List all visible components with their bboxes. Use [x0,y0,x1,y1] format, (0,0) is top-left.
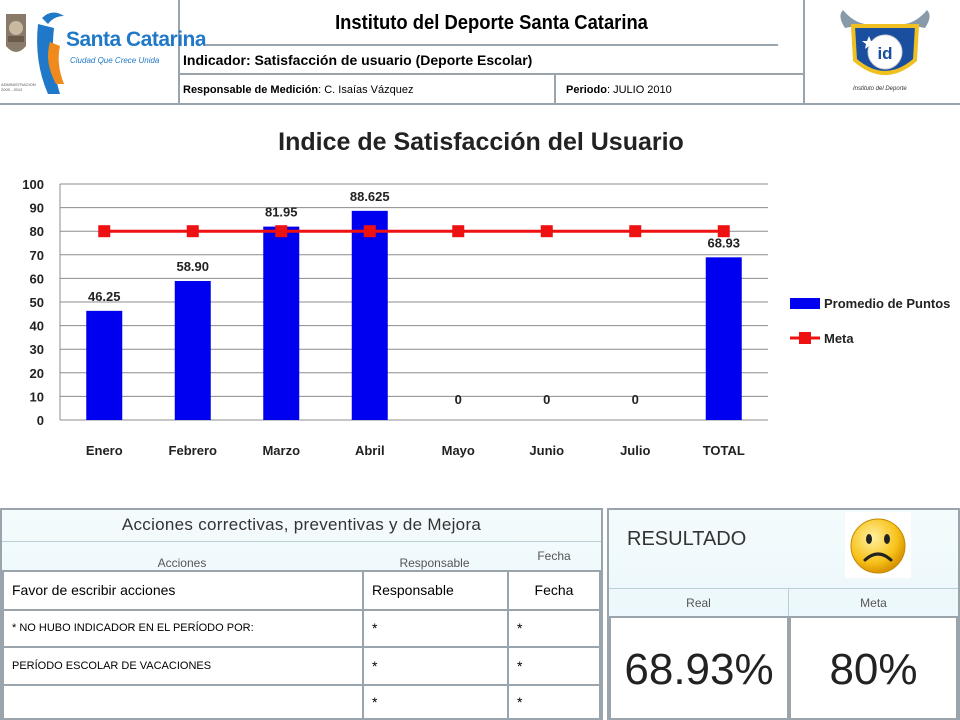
period-value: JULIO 2010 [613,84,672,96]
x-tick-label: Junio [529,443,564,458]
y-tick-label: 70 [30,248,44,263]
x-tick-label: TOTAL [703,443,745,458]
bar [705,257,742,420]
date-cell[interactable]: * [507,684,601,720]
date-cell[interactable]: * [507,646,601,686]
instituto-deporte-logo: id Instituto del Deporte [803,0,960,103]
corrective-actions-panel: Acciones correctivas, preventivas y de M… [0,508,603,720]
legend-label-bar: Promedio de Puntos [824,296,950,311]
bar-data-labels: 46.25 58.90 81.95 88.625 0 0 0 68.93 [88,189,740,407]
responsible-name: C. Isaías Vázquez [324,84,414,96]
report-header: Santa Catarina Ciudad Que Crece Unida AD… [0,0,960,105]
y-tick-label: 100 [22,177,44,192]
result-title: RESULTADO [627,528,747,550]
svg-text:id: id [877,44,892,63]
bar [351,210,388,420]
responsible-cell[interactable]: * [362,684,509,720]
actions-title: Acciones correctivas, preventivas y de M… [2,510,601,542]
meta-point [275,225,288,238]
period-cell: Periodo: JULIO 2010 [566,84,672,96]
x-tick-label: Mayo [442,443,475,458]
action-cell[interactable]: * NO HUBO INDICADOR EN EL PERÍODO POR: [2,609,364,648]
chart-title: Indice de Satisfacción del Usuario [278,128,684,156]
y-tick-label: 10 [30,389,44,404]
bar-value-label: 88.625 [350,189,390,204]
meta-point [540,225,553,238]
result-panel: RESULTADO Real Meta 68.93% 80% [607,508,960,720]
logo-swoosh-orange [48,42,64,84]
y-axis-ticks: 0 10 20 30 40 50 60 70 80 90 100 [22,177,44,428]
bar [86,310,123,420]
bar-value-label: 0 [455,392,462,407]
y-tick-label: 50 [30,295,44,310]
action-cell[interactable] [2,684,364,720]
date-cell[interactable]: Fecha [507,570,601,611]
bar [174,280,211,420]
col-header-responsable: Responsable [399,556,470,570]
date-cell[interactable]: * [507,609,601,648]
responsible-cell: Responsable de Medición: C. Isaías Vázqu… [180,75,556,103]
chart-legend: Promedio de Puntos Meta [790,296,950,346]
y-tick-label: 90 [30,201,44,216]
responsible-cell[interactable]: Responsable [362,570,509,611]
col-header-fecha: Fecha [537,549,571,563]
x-tick-label: Marzo [262,443,300,458]
legend-swatch-marker [799,332,811,344]
meta-line-series [98,225,730,238]
legend-label-meta: Meta [824,331,854,346]
meta-point [629,225,642,238]
bar-value-label: 0 [632,392,639,407]
page-title: Instituto del Deporte Santa Catarina [204,0,779,46]
logo-text: Santa Catarina [66,28,207,51]
indicator-label: Indicador: Satisfacción de usuario (Depo… [180,46,803,75]
x-tick-label: Abril [355,443,385,458]
responsible-cell[interactable]: * [362,646,509,686]
sad-face-icon [845,512,911,578]
x-axis-ticks: Enero Febrero Marzo Abril Mayo Junio Julio TOTA… [86,443,745,458]
real-value: 68.93% [609,616,789,720]
y-tick-label: 80 [30,224,44,239]
real-label: Real [609,588,789,616]
meta-point [186,225,199,238]
meta-value: 80% [789,616,958,720]
bar-value-label: 81.95 [265,205,298,220]
meta-point [363,225,376,238]
responsible-label: Responsable de Medición [183,84,319,96]
action-cell[interactable]: PERÍODO ESCOLAR DE VACACIONES [2,646,364,686]
bar-series [86,210,742,420]
seal-caption: ADMINISTRACION 2009 - 2012 [1,82,36,92]
x-tick-label: Febrero [169,443,217,458]
chart-gridlines [59,183,768,421]
logo-tagline: Ciudad Que Crece Unida [70,56,160,65]
x-tick-label: Julio [620,443,650,458]
y-tick-label: 30 [30,342,44,357]
y-tick-label: 60 [30,271,44,286]
x-tick-label: Enero [86,443,123,458]
bar-value-label: 58.90 [176,259,209,274]
y-tick-label: 20 [30,366,44,381]
bar-value-label: 68.93 [707,235,740,250]
col-header-acciones: Acciones [157,556,207,570]
y-tick-label: 0 [37,413,44,428]
municipal-seal-icon [6,14,26,52]
santa-catarina-logo: Santa Catarina Ciudad Que Crece Unida AD… [0,0,207,103]
meta-point [98,225,111,238]
meta-point [717,225,730,238]
right-logo-text: Instituto del Deporte [853,86,907,92]
action-cell[interactable]: Favor de escribir acciones [2,570,364,611]
meta-label: Meta [789,588,958,616]
bar-value-label: 46.25 [88,289,121,304]
period-label: Periodo [566,84,607,96]
bar [263,226,300,420]
y-tick-label: 40 [30,319,44,334]
bar-value-label: 0 [543,392,550,407]
responsible-cell[interactable]: * [362,609,509,648]
eagle-shield-icon: id [840,10,930,75]
satisfaction-chart: Indice de Satisfacción del Usuario 0 10 20… [22,128,950,458]
meta-point [452,225,465,238]
legend-swatch-bar [790,298,820,309]
